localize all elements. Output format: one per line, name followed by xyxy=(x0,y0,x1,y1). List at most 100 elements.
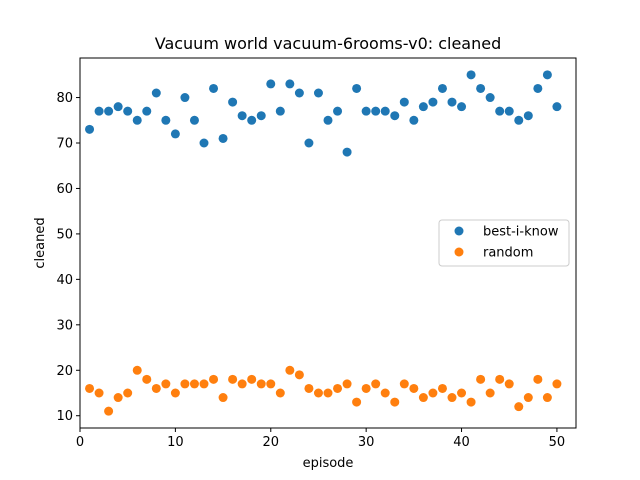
point-best-i-know-24 xyxy=(304,138,314,148)
point-random-17 xyxy=(237,379,247,389)
point-random-10 xyxy=(170,388,180,398)
series-random xyxy=(85,365,562,416)
point-best-i-know-33 xyxy=(390,111,400,121)
point-random-20 xyxy=(266,379,276,389)
point-best-i-know-22 xyxy=(285,79,295,89)
point-best-i-know-43 xyxy=(485,93,495,103)
x-tick-label: 50 xyxy=(549,435,566,450)
point-random-37 xyxy=(428,388,438,398)
point-random-9 xyxy=(161,379,171,389)
x-tick-label: 30 xyxy=(358,435,375,450)
point-best-i-know-21 xyxy=(275,106,285,116)
point-random-1 xyxy=(85,383,95,393)
point-best-i-know-32 xyxy=(380,106,390,116)
point-best-i-know-19 xyxy=(256,111,266,121)
point-random-33 xyxy=(390,397,400,407)
point-best-i-know-17 xyxy=(237,111,247,121)
point-random-45 xyxy=(504,379,514,389)
x-tick-label: 40 xyxy=(453,435,470,450)
x-tick-label: 10 xyxy=(167,435,184,450)
point-random-24 xyxy=(304,383,314,393)
point-random-44 xyxy=(495,374,505,384)
point-best-i-know-20 xyxy=(266,79,276,89)
point-best-i-know-1 xyxy=(85,124,95,134)
point-random-50 xyxy=(552,379,562,389)
point-random-13 xyxy=(199,379,209,389)
point-random-29 xyxy=(352,397,362,407)
point-random-48 xyxy=(533,374,543,384)
point-best-i-know-41 xyxy=(466,70,476,80)
point-random-8 xyxy=(151,383,161,393)
point-random-47 xyxy=(523,393,533,403)
point-best-i-know-9 xyxy=(161,115,171,125)
point-random-22 xyxy=(285,365,295,375)
point-random-34 xyxy=(399,379,409,389)
point-best-i-know-23 xyxy=(294,88,304,98)
point-best-i-know-34 xyxy=(399,97,409,107)
legend-label-best-i-know: best-i-know xyxy=(483,225,559,240)
point-best-i-know-30 xyxy=(361,106,371,116)
point-best-i-know-47 xyxy=(523,111,533,121)
point-best-i-know-14 xyxy=(209,83,219,93)
point-random-16 xyxy=(228,374,238,384)
y-axis-ticks: 10 20 30 40 50 60 70 80 xyxy=(56,91,80,424)
point-random-49 xyxy=(542,393,552,403)
point-random-25 xyxy=(313,388,323,398)
y-tick-label: 60 xyxy=(56,182,73,197)
point-random-35 xyxy=(409,383,419,393)
point-random-42 xyxy=(476,374,486,384)
point-best-i-know-46 xyxy=(514,115,524,125)
point-random-46 xyxy=(514,402,524,412)
point-best-i-know-16 xyxy=(228,97,238,107)
data-points xyxy=(85,70,562,416)
point-best-i-know-36 xyxy=(418,102,428,112)
point-random-39 xyxy=(447,393,457,403)
x-axis-ticks: 0 10 20 30 40 50 xyxy=(76,428,565,450)
y-axis-label: cleaned xyxy=(33,217,48,268)
point-best-i-know-26 xyxy=(323,115,333,125)
legend: best-i-know random xyxy=(438,219,570,267)
point-random-26 xyxy=(323,388,333,398)
series-best-i-know xyxy=(85,70,562,157)
point-best-i-know-18 xyxy=(247,115,257,125)
point-random-38 xyxy=(437,383,447,393)
point-random-2 xyxy=(94,388,104,398)
point-random-27 xyxy=(333,383,343,393)
point-random-18 xyxy=(247,374,257,384)
point-random-32 xyxy=(380,388,390,398)
point-random-19 xyxy=(256,379,266,389)
point-random-14 xyxy=(209,374,219,384)
legend-marker-best-i-know xyxy=(454,226,464,236)
y-tick-label: 10 xyxy=(56,409,73,424)
x-axis-label: episode xyxy=(303,456,354,471)
point-best-i-know-12 xyxy=(189,115,199,125)
point-best-i-know-28 xyxy=(342,147,352,157)
point-best-i-know-29 xyxy=(352,83,362,93)
point-best-i-know-50 xyxy=(552,102,562,112)
y-tick-label: 70 xyxy=(56,137,73,152)
point-random-3 xyxy=(104,406,114,416)
point-random-11 xyxy=(180,379,190,389)
point-best-i-know-15 xyxy=(218,133,228,143)
point-best-i-know-38 xyxy=(437,83,447,93)
legend-marker-random xyxy=(454,247,464,257)
y-tick-label: 40 xyxy=(56,273,73,288)
point-best-i-know-40 xyxy=(457,102,467,112)
point-random-5 xyxy=(123,388,133,398)
point-random-28 xyxy=(342,379,352,389)
legend-box xyxy=(438,219,570,267)
point-random-41 xyxy=(466,397,476,407)
point-random-21 xyxy=(275,388,285,398)
plot-frame xyxy=(79,57,577,429)
point-best-i-know-42 xyxy=(476,83,486,93)
point-best-i-know-8 xyxy=(151,88,161,98)
point-random-7 xyxy=(142,374,152,384)
point-best-i-know-31 xyxy=(371,106,381,116)
legend-label-random: random xyxy=(483,246,533,261)
chart-title: Vacuum world vacuum-6rooms-v0: cleaned xyxy=(155,34,502,53)
point-best-i-know-35 xyxy=(409,115,419,125)
point-random-30 xyxy=(361,383,371,393)
point-best-i-know-11 xyxy=(180,93,190,103)
point-random-12 xyxy=(189,379,199,389)
